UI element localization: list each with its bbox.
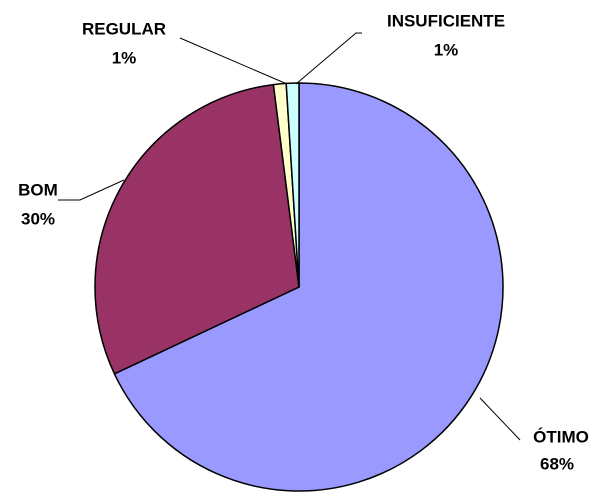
slice-value-label: 1% — [112, 48, 137, 67]
pie-slice — [94, 83, 300, 375]
leader-line — [58, 179, 125, 201]
leader-line — [179, 37, 288, 85]
slice-label: INSUFICIENTE — [387, 11, 505, 30]
leader-line — [479, 397, 521, 441]
slice-label: BOM — [18, 180, 58, 199]
slice-value-label: 1% — [434, 40, 459, 59]
slice-value-label: 30% — [21, 209, 55, 228]
slice-label: ÓTIMO — [533, 427, 589, 446]
pie-slice — [113, 82, 504, 492]
slice-label: REGULAR — [82, 19, 166, 38]
slice-value-label: 68% — [540, 454, 574, 473]
leader-line — [295, 32, 362, 85]
